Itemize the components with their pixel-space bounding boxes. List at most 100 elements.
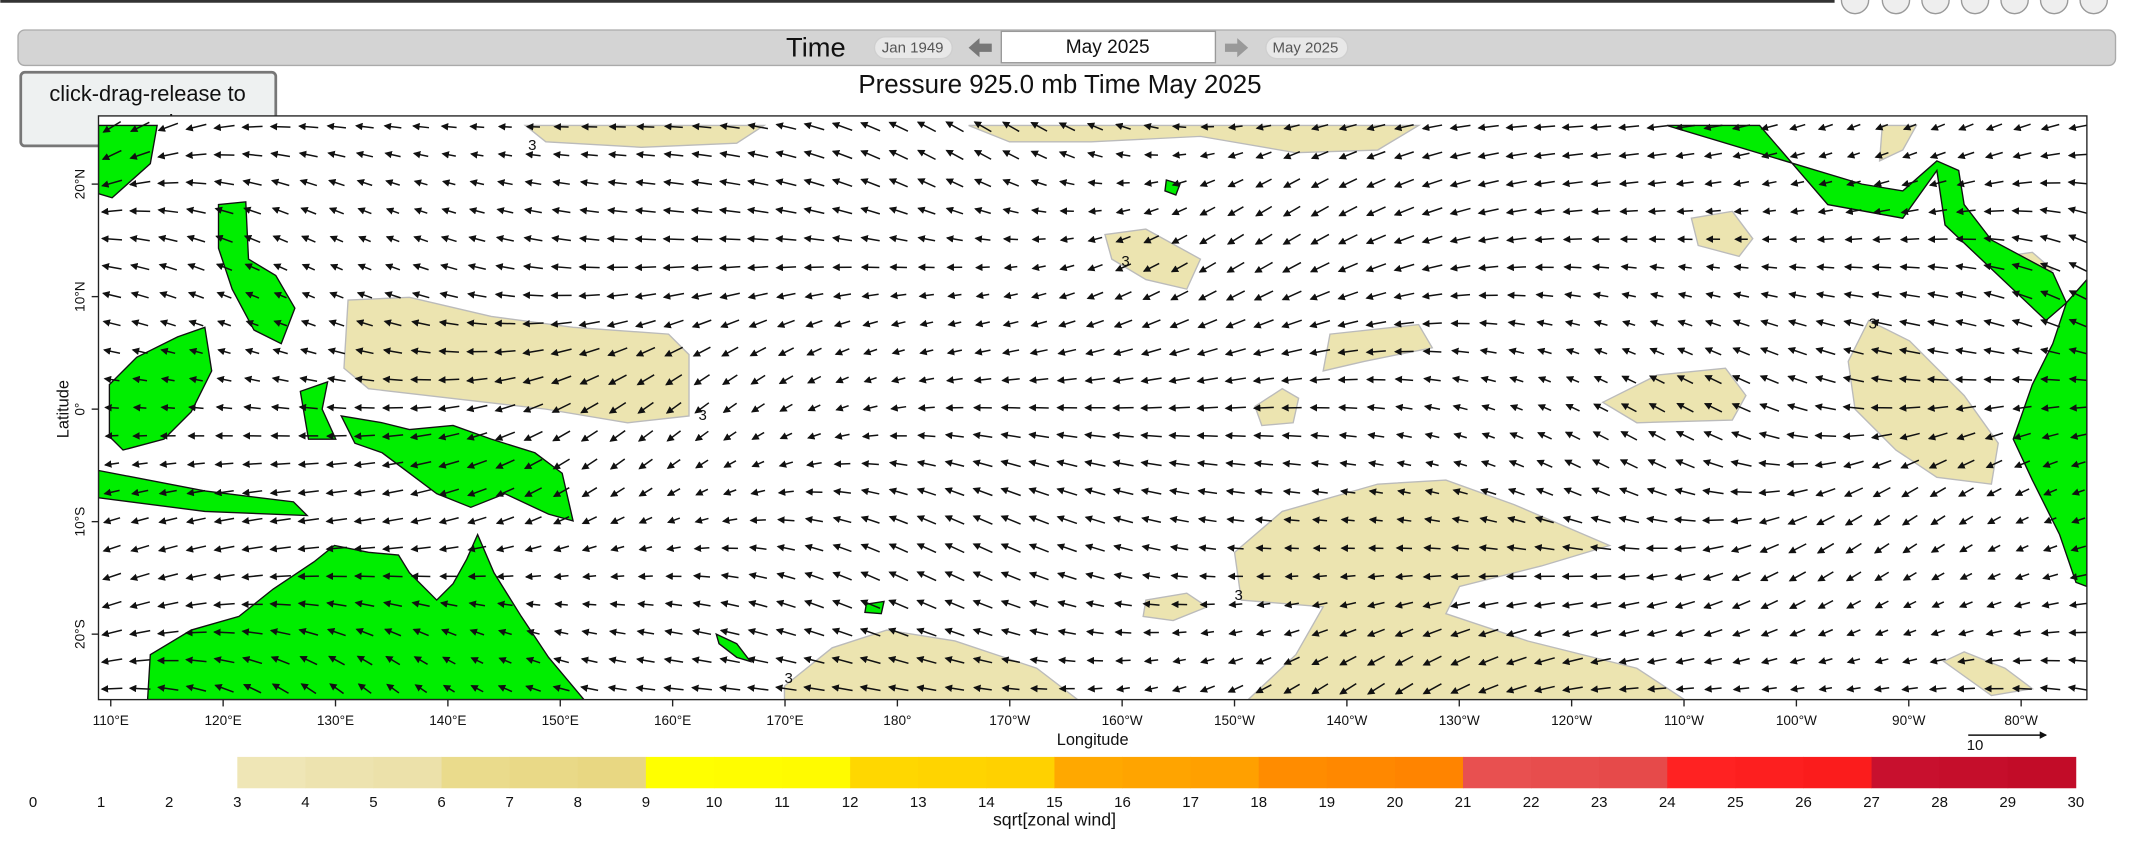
wind-vector (300, 347, 317, 355)
wind-vector (945, 149, 964, 161)
wind-vector (522, 319, 544, 328)
wind-vector (1309, 319, 1331, 329)
wind-vector (185, 206, 206, 215)
wind-vector (751, 403, 765, 413)
wind-vector (775, 235, 797, 243)
icon[interactable] (2079, 0, 2109, 15)
wind-vector (411, 600, 430, 608)
colorbar-label: sqrt[zonal wind] (993, 810, 1116, 830)
wind-vector (1113, 348, 1133, 357)
wind-vector (1310, 233, 1330, 245)
land (715, 632, 753, 663)
wind-vector (973, 376, 992, 384)
wind-vector (1310, 205, 1329, 217)
wind-vector (1141, 543, 1161, 552)
wind-vector (269, 488, 291, 497)
wind-vector (748, 572, 768, 580)
wind-vector (807, 375, 822, 384)
wind-vector (298, 403, 318, 412)
wind-vector (550, 263, 572, 271)
wind-vector (803, 627, 825, 637)
icon[interactable] (1921, 0, 1950, 15)
wind-vector (270, 178, 290, 187)
wind-vector (1280, 376, 1303, 384)
wind-vector (1172, 656, 1186, 665)
wind-vector (944, 599, 965, 609)
wind-vector (610, 487, 625, 497)
wind-vector (916, 684, 937, 692)
wind-vector (1171, 123, 1187, 131)
x-tick-label: 180° (883, 713, 911, 728)
land (108, 326, 213, 451)
wind-vector (832, 515, 852, 524)
wind-vector (721, 516, 738, 524)
wind-vector (1563, 263, 1582, 271)
wind-vector (664, 628, 683, 636)
colorbar-tick-label: 6 (437, 794, 445, 811)
icon[interactable] (1960, 0, 1990, 15)
x-tick-label: 130°E (317, 713, 354, 728)
wind-vector (638, 544, 653, 552)
wind-vector (972, 656, 993, 664)
wind-vector (666, 488, 681, 497)
wind-vector (524, 487, 543, 497)
wind-vector (1000, 571, 1021, 581)
wind-vector (917, 178, 936, 188)
wind-vector (860, 487, 880, 496)
wind-vector (944, 487, 965, 497)
wind-vector (636, 123, 655, 131)
x-tick-label: 110°W (1664, 713, 1704, 728)
colorbar-swatch (237, 756, 306, 789)
wind-vector (972, 431, 993, 440)
wind-vector (1058, 150, 1075, 159)
wind-vector (299, 655, 318, 666)
wind-vector (807, 404, 821, 412)
wind-vector (608, 374, 627, 385)
wind-vector (834, 348, 850, 356)
wind-vector (101, 263, 122, 271)
wind-vector (691, 150, 712, 159)
wind-vector (1196, 376, 1218, 385)
next-button[interactable] (1224, 38, 1249, 58)
wind-vector (1199, 685, 1215, 693)
wind-vector (610, 516, 625, 524)
end-button[interactable] (1265, 36, 1349, 60)
wind-vector (973, 149, 992, 160)
wind-vector (804, 543, 824, 552)
wind-vector (1029, 656, 1048, 664)
wind-vector (1114, 263, 1132, 272)
wind-vector (327, 347, 346, 355)
wind-vector (747, 628, 768, 636)
wind-vector (1647, 207, 1666, 215)
wind-vector (718, 235, 741, 243)
wind-vector (916, 543, 937, 554)
wind-vector (663, 150, 684, 159)
contour-label: 3 (784, 670, 792, 687)
icon[interactable] (2039, 0, 2069, 15)
wind-vector (861, 460, 879, 468)
wind-vector (1197, 318, 1218, 329)
wind-vector (606, 320, 628, 329)
wind-vector (634, 292, 657, 300)
colorbar-swatch (373, 756, 442, 789)
date-input[interactable] (1000, 30, 1217, 64)
wind-vector (495, 487, 515, 497)
icon[interactable] (1881, 0, 1911, 15)
contour-label: 3 (1121, 253, 1129, 270)
icon[interactable] (1840, 0, 1870, 15)
start-button[interactable] (873, 36, 953, 60)
wind-vector (775, 206, 797, 215)
wind-vector (467, 291, 487, 299)
wind-vector (297, 544, 320, 553)
start-date: Jan 1949 (882, 39, 944, 56)
wind-vector (1196, 431, 1218, 440)
wind-vector (1058, 656, 1076, 665)
prev-button[interactable] (968, 38, 992, 58)
wind-vector (1028, 376, 1049, 384)
wind-vector (1200, 657, 1215, 665)
wind-vector (554, 600, 568, 609)
icon[interactable] (2000, 0, 2029, 15)
wind-vector (468, 207, 485, 215)
wind-vector (410, 488, 432, 497)
x-tick-label: 150°E (542, 713, 579, 728)
